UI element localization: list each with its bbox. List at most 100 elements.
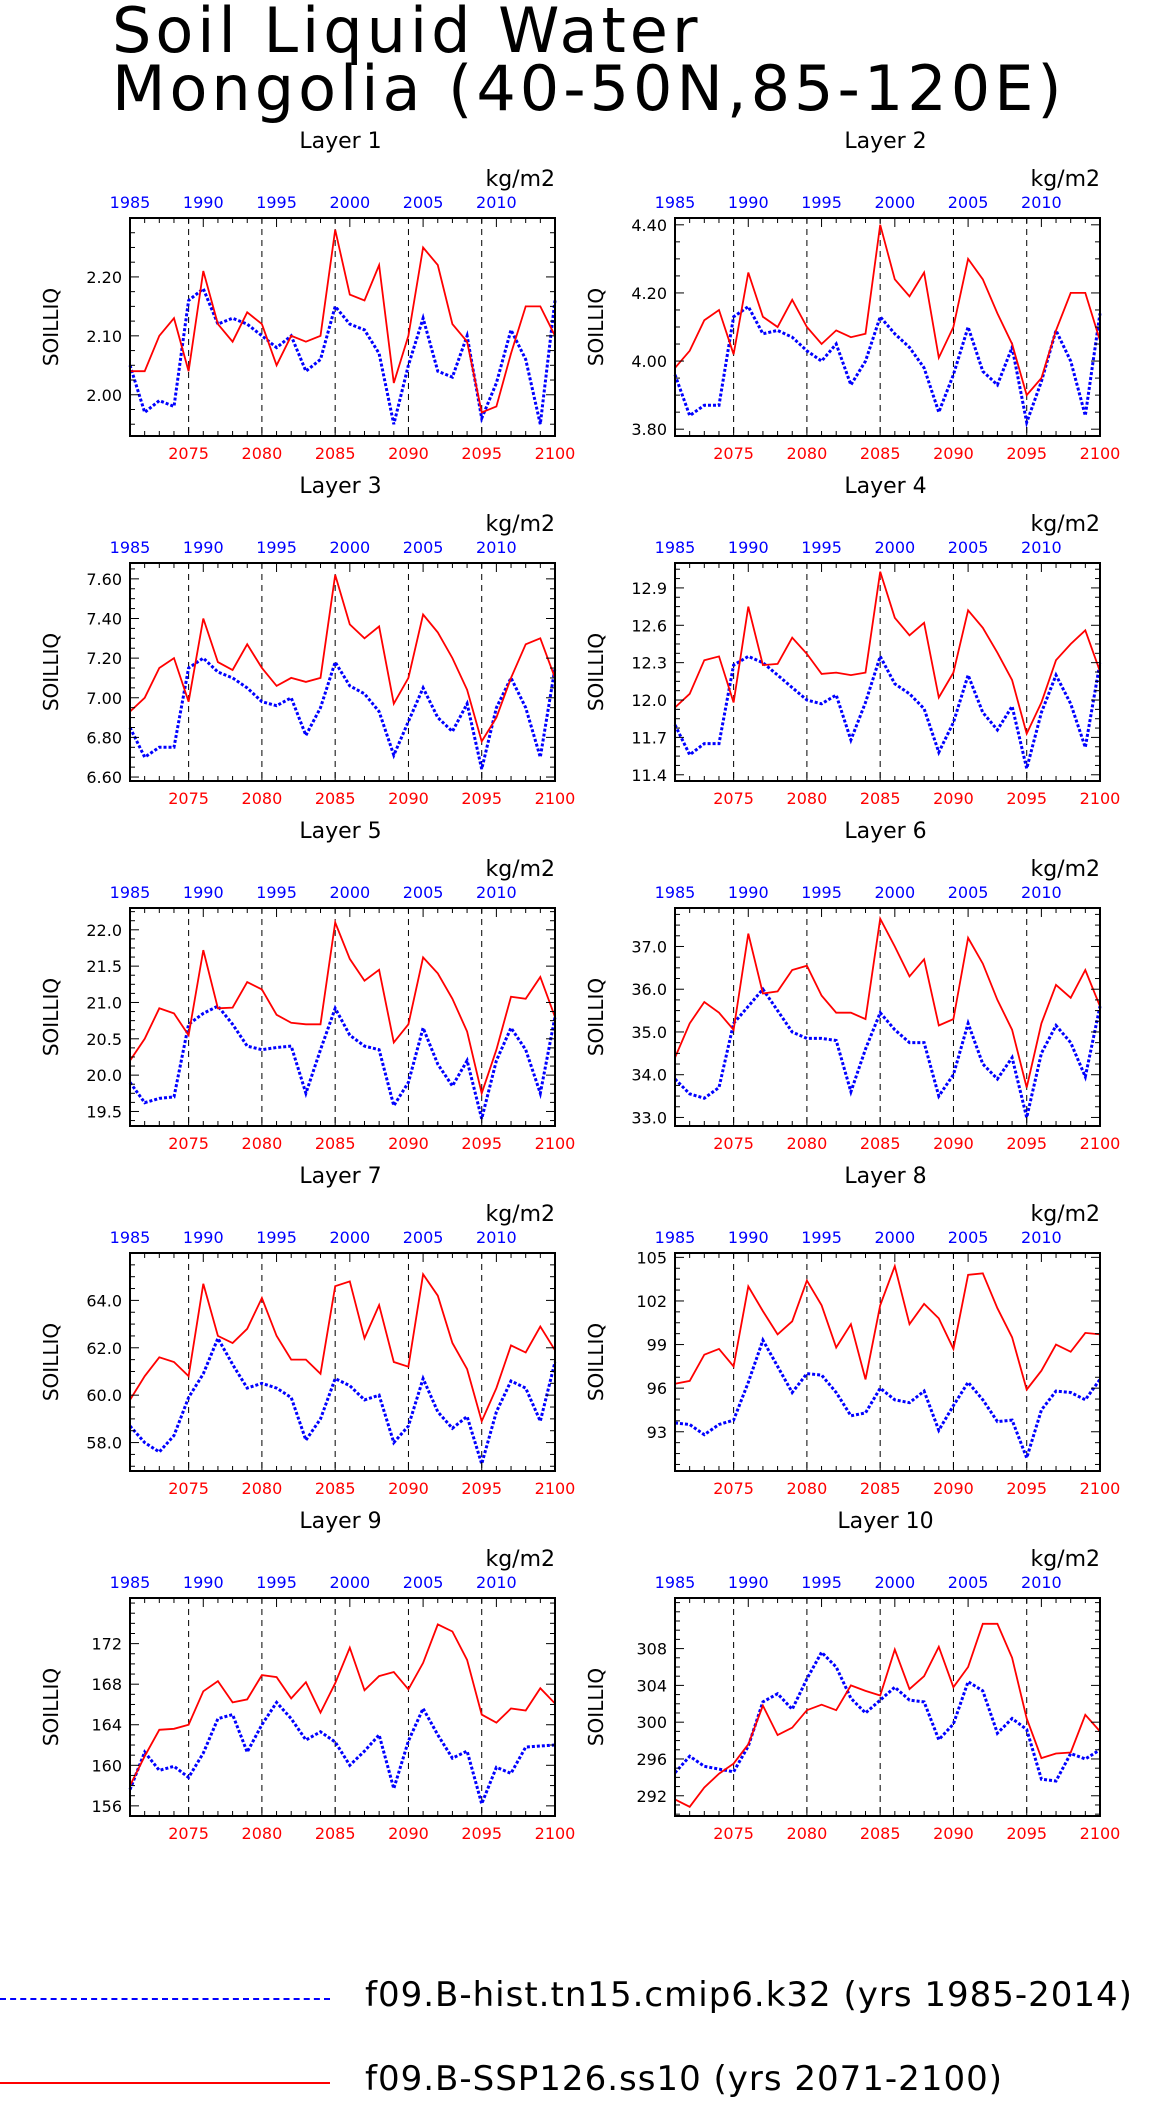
x-tick-label: 2095	[1006, 789, 1047, 808]
x-tick-label: 2090	[388, 444, 429, 463]
plot-6: 2075 2080 2085 2090 2095 2100 1985 1990 1995 2000…	[584, 819, 1120, 1153]
x-tick-label: 2085	[860, 789, 901, 808]
y-axis-label: SOILLIQ	[39, 633, 63, 711]
chart-title-line1: Soil Liquid Water	[112, 0, 702, 67]
x-tick-label: 2100	[535, 1134, 576, 1153]
x-tick-label: 2075	[168, 789, 209, 808]
x-tick-label: 2090	[388, 1479, 429, 1498]
x-top-tick-label: 1985	[655, 538, 696, 557]
x-top-tick-label: 1985	[110, 193, 151, 212]
units-label: kg/m2	[485, 512, 555, 537]
series-line-ssp	[674, 224, 1101, 397]
y-axis-label: SOILLIQ	[39, 288, 63, 366]
x-top-tick-label: 2000	[329, 193, 370, 212]
x-tick-label: 2100	[535, 1479, 576, 1498]
x-tick-label: 2095	[461, 789, 502, 808]
x-tick-label: 2085	[860, 1134, 901, 1153]
x-tick-label: 2090	[388, 789, 429, 808]
x-tick-label: 2085	[315, 1824, 356, 1843]
x-top-tick-label: 2010	[476, 1228, 517, 1247]
y-tick-label: 300	[636, 1713, 667, 1732]
y-tick-label: 37.0	[631, 937, 667, 956]
x-tick-label: 2080	[242, 789, 283, 808]
x-tick-label: 2095	[1006, 1824, 1047, 1843]
plot-4: 2075 2080 2085 2090 2095 2100 1985 1990 1995 2000…	[584, 474, 1120, 808]
plot-frame	[129, 1252, 556, 1472]
legend-line-ssp	[0, 2082, 330, 2084]
y-tick-label: 4.20	[631, 284, 667, 303]
y-axis-label: SOILLIQ	[584, 1323, 608, 1401]
y-tick-label: 7.60	[86, 570, 122, 589]
y-tick-label: 7.40	[86, 609, 122, 628]
y-tick-label: 35.0	[631, 1023, 667, 1042]
x-top-tick-label: 1990	[728, 883, 769, 902]
series-line-ssp	[674, 1622, 1101, 1808]
y-axis-label: SOILLIQ	[39, 1668, 63, 1746]
y-axis-label: SOILLIQ	[584, 978, 608, 1056]
y-tick-label: 20.5	[86, 1030, 122, 1049]
series-line-ssp	[674, 915, 1101, 1088]
y-tick-label: 99	[647, 1336, 667, 1355]
subplot-title: Layer 1	[299, 129, 381, 154]
x-top-tick-label: 2010	[1021, 883, 1062, 902]
x-top-tick-label: 2005	[948, 1573, 989, 1592]
x-tick-label: 2100	[535, 1824, 576, 1843]
y-tick-label: 34.0	[631, 1066, 667, 1085]
x-tick-label: 2080	[787, 444, 828, 463]
y-tick-label: 156	[91, 1797, 122, 1816]
series-line-ssp	[129, 574, 556, 744]
units-label: kg/m2	[485, 1202, 555, 1227]
series-line-ssp	[129, 1271, 556, 1424]
series-line-historical	[673, 986, 1102, 1118]
y-tick-label: 12.6	[631, 616, 667, 635]
x-tick-label: 2080	[787, 1479, 828, 1498]
x-top-tick-label: 1990	[183, 538, 224, 557]
legend-label-historical: f09.B-hist.tn15.cmip6.k32 (yrs 1985-2014…	[365, 1975, 1133, 2015]
x-top-tick-label: 2010	[1021, 1228, 1062, 1247]
x-top-tick-label: 2010	[476, 1573, 517, 1592]
plot-10: 2075 2080 2085 2090 2095 2100 1985 1990 1995 2000…	[584, 1509, 1120, 1843]
x-top-tick-label: 1995	[801, 193, 842, 212]
y-tick-label: 172	[91, 1635, 122, 1654]
x-top-tick-label: 1990	[183, 193, 224, 212]
x-top-tick-label: 2000	[329, 883, 370, 902]
y-tick-label: 33.0	[631, 1108, 667, 1127]
units-label: kg/m2	[1030, 512, 1100, 537]
series-line-historical	[128, 1699, 556, 1809]
units-label: kg/m2	[485, 857, 555, 882]
x-tick-label: 2080	[242, 1134, 283, 1153]
y-tick-label: 296	[636, 1750, 667, 1769]
plot-2: 2075 2080 2085 2090 2095 2100 1985 1990 1995 2000…	[584, 129, 1120, 463]
x-tick-label: 2085	[315, 444, 356, 463]
x-top-tick-label: 2010	[1021, 538, 1062, 557]
x-tick-label: 2095	[1006, 1134, 1047, 1153]
y-tick-label: 93	[647, 1423, 667, 1442]
series-line-ssp	[674, 571, 1101, 737]
x-top-tick-label: 2000	[329, 1228, 370, 1247]
x-top-tick-label: 1985	[655, 1573, 696, 1592]
x-tick-label: 2075	[168, 1134, 209, 1153]
y-axis-label: SOILLIQ	[584, 633, 608, 711]
y-tick-label: 22.0	[86, 921, 122, 940]
series-line-historical	[673, 652, 1102, 769]
x-tick-label: 2090	[388, 1134, 429, 1153]
y-tick-label: 7.20	[86, 649, 122, 668]
series-line-historical	[673, 304, 1102, 429]
series-line-historical	[128, 1334, 557, 1470]
x-tick-label: 2100	[535, 444, 576, 463]
x-top-tick-label: 1990	[183, 883, 224, 902]
series-line-historical	[128, 656, 557, 770]
x-tick-label: 2090	[933, 1479, 974, 1498]
y-axis-label: SOILLIQ	[39, 1323, 63, 1401]
subplot-title: Layer 6	[844, 819, 926, 844]
x-top-tick-label: 1985	[110, 538, 151, 557]
x-top-tick-label: 2005	[403, 1228, 444, 1247]
y-tick-label: 11.7	[631, 728, 667, 747]
x-tick-label: 2075	[168, 1824, 209, 1843]
x-tick-label: 2075	[713, 1134, 754, 1153]
x-tick-label: 2075	[713, 444, 754, 463]
y-tick-label: 6.80	[86, 728, 122, 747]
plot-frame	[129, 217, 556, 437]
x-tick-label: 2100	[1080, 444, 1121, 463]
y-tick-label: 21.5	[86, 957, 122, 976]
